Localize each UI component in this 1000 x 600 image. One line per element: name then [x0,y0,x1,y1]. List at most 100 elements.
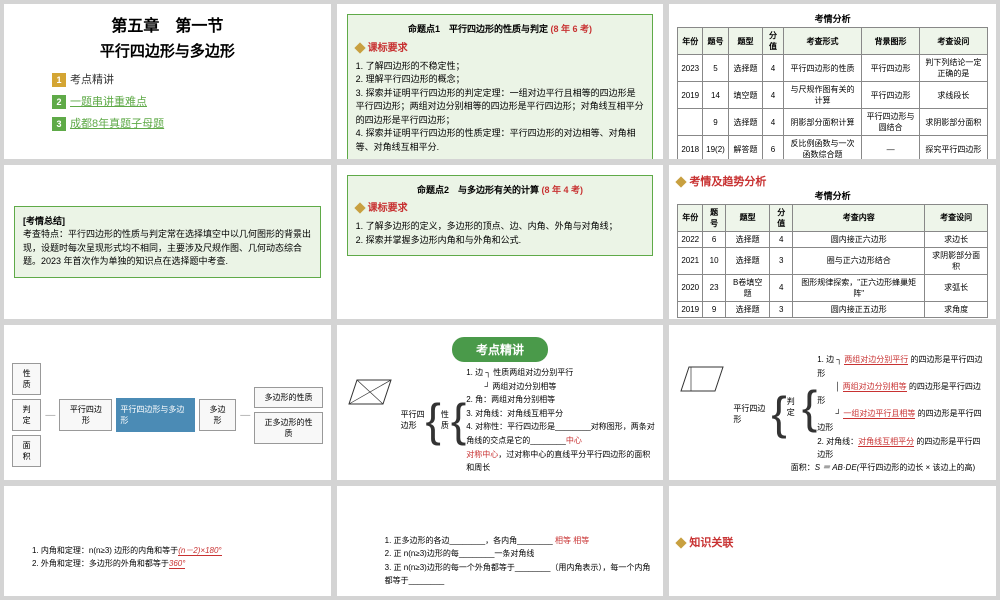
table-cell: 求边长 [925,231,988,247]
sub-label: 性质 [441,409,451,431]
slide-4: [考情总结] 考查特点：平行四边形的性质与判定常在选择填空中以几何图形的背景出现… [4,165,331,320]
slide-5: 命题点2 与多边形有关的计算 (8 年 4 考) 课标要求 1. 了解多边形的定… [337,165,664,320]
th: 背景图形 [862,28,919,55]
badge-2: 2 [52,95,66,109]
root-label: 平行四边形 [401,409,426,431]
rule-item: 3. 正 n(n≥3)边形的每一个外角都等于________（用内角表示），每一… [385,561,656,588]
nav-item-3[interactable]: 3成都8年真题子母题 [52,115,323,131]
table-cell: 平行四边形的性质 [783,55,862,82]
table-cell: 4 [763,55,783,82]
nav-label-1: 考点精讲 [70,74,114,86]
summary-label: [考情总结] [23,215,312,229]
rule-item: │ 两组对边分别相等 的四边形是平行四边形 [817,380,988,407]
bracket-icon: { [426,402,441,439]
analysis-table-2: 年份 题号 题型 分值 考查内容 考查设问 20226选择题4圆内接正六边形求边… [677,204,988,318]
table-cell: 6 [703,231,726,247]
table-cell: 23 [703,274,726,301]
mbox: 正多边形的性质 [254,412,322,444]
rule-item: 2. 角：两组对角分别相等 [466,393,655,407]
chapter-subtitle: 平行四边形与多边形 [12,40,323,61]
slide-7: 性质 判定 面积 — 平行四边形 平行四边形与多边形 多边形 — 多边形的性质 … [4,325,331,480]
diamond-icon [354,203,365,214]
area-post: 平行四边形的边长 × 该边上的高) [859,463,975,472]
root-label: 平行四边形 [733,403,771,425]
badge-3: 3 [52,117,66,131]
table-cell: 平行四边形与圆结合 [862,109,919,136]
connector: — [45,410,55,421]
slide-9: 平行四边形 { 判定 { 1. 边 ┐ 两组对边分别平行 的四边形是平行四边形 … [669,325,996,480]
slide-8: 考点精讲 平行四边形 { 性质 { 1. 边 ┐ 性质两组对边分别平行 ┘ 两组… [337,325,664,480]
th: 分值 [763,28,783,55]
bracket-layout: 平行四边形 { 判定 { 1. 边 ┐ 两组对边分别平行 的四边形是平行四边形 … [733,353,988,475]
mbox: 多边形的性质 [254,387,322,408]
red-annotation: 相等 [555,536,571,545]
table-cell: 2020 [678,274,703,301]
table-cell: 9 [703,109,729,136]
table-cell: 14 [703,82,729,109]
rule-list: 1. 正多边形的各边________，各内角________ 相等 相等 2. … [345,534,656,588]
table-cell: 4 [770,274,793,301]
rule-item: 4. 对称性：平行四边形是________对称图形，两条对角线的交点是它的___… [466,420,655,447]
table-cell: 选择题 [728,55,762,82]
table-cell: 9 [703,301,726,317]
rule-item: 2. 对角线：对角线互相平分 的四边形是平行四边形 [817,435,988,462]
slide-11: 1. 正多边形的各边________，各内角________ 相等 相等 2. … [337,486,664,596]
slide-10: 1. 内角和定理：n(n≥3) 边形的内角和等于(n－2)×180°2. 外角和… [4,486,331,596]
nav-item-1[interactable]: 1 考点精讲 [52,71,323,87]
rule-item: 2. 正 n(n≥3)边形的每________一条对角线 [385,547,656,561]
slide-3: 考情分析 年份 题号 题型 分值 考查形式 背景图形 考查设问 20235选择题… [669,4,996,159]
table-cell: B卷填空题 [726,274,770,301]
rule-item: 3. 对角线：对角线互相平分 [466,407,655,421]
nav-item-2[interactable]: 2 一题串讲重难点 [52,93,323,109]
table-cell: 2021 [678,247,703,274]
table-cell: 选择题 [726,247,770,274]
table-cell [678,109,703,136]
req-text: 1. 了解四边形的不稳定性； 2. 理解平行四边形的概念； 3. 探索并证明平行… [356,60,645,155]
table-cell: 选择题 [726,231,770,247]
table-cell: 2019 [678,301,703,317]
nav-label-2: 一题串讲重难点 [70,96,147,108]
rule-text: 1. 正多边形的各边________，各内角________ [385,536,553,545]
table-header-row: 年份 题号 题型 分值 考查形式 背景图形 考查设问 [678,28,988,55]
table-cell: 2019 [678,82,703,109]
table-cell: 19(2) [703,136,729,159]
table-cell: 阴影部分面积计算 [783,109,862,136]
red-annotation: 对称中心 [466,450,498,459]
topic-title-1: 命题点1 平行四边形的性质与判定 (8 年 6 考) [356,23,645,37]
parallelogram-icon [677,359,727,399]
rule-item: ┘ 一组对边平行且相等 的四边形是平行四边形 [817,407,988,434]
table-cell: 4 [763,82,783,109]
analysis-table-1: 年份 题号 题型 分值 考查形式 背景图形 考查设问 20235选择题4平行四边… [677,27,988,159]
th: 考查设问 [925,204,988,231]
table-row: 202110选择题3圈与正六边形结合求阴影部分面积 [678,247,988,274]
table-row: 20226选择题4圆内接正六边形求边长 [678,231,988,247]
judge-bracket: 判定 { 1. 边 ┐ 两组对边分别平行 的四边形是平行四边形 │ 两组对边分别… [787,353,988,462]
rule-text: 4. 对称性：平行四边形是________对称图形，两条对角线的交点是它的___… [466,422,655,445]
table-row: 201914填空题4与尺规作图有关的计算平行四边形求线段长 [678,82,988,109]
table-cell: 探究平行四边形 [919,136,987,159]
diamond-icon [676,537,687,548]
table-cell: 求阴影部分面积 [919,109,987,136]
table-cell: 4 [770,231,793,247]
table-cell: 3 [770,247,793,274]
th: 题型 [728,28,762,55]
table-cell: 求线段长 [919,82,987,109]
judge-column: 判定 { 1. 边 ┐ 两组对边分别平行 的四边形是平行四边形 │ 两组对边分别… [787,353,988,475]
th: 考查形式 [783,28,862,55]
area-label: 面积： [791,463,815,472]
table-cell: 圆内接正五边形 [793,301,925,317]
th: 题型 [726,204,770,231]
mbox-mid-left: 平行四边形 [59,399,112,431]
table-cell: 求角度 [925,301,988,317]
table-row: 20199选择题3圆内接正五边形求角度 [678,301,988,317]
trend-title-text: 考情及趋势分析 [689,176,766,188]
rule-item: 1. 边 ┐ 性质两组对边分别平行 [466,366,655,380]
rule-list: 1. 边 ┐ 性质两组对边分别平行 ┘ 两组对边分别相等 2. 角：两组对角分别… [466,366,655,475]
red-annotation: 中心 [566,436,582,445]
rule-item: ┘ 两组对边分别相等 [466,380,655,394]
red-annotation: 相等 [573,536,589,545]
sub-label: 判定 [787,396,802,418]
table-caption-2: 考情分析 [677,189,988,202]
slide-12: 知识关联 [669,486,996,596]
badge-1: 1 [52,73,66,87]
